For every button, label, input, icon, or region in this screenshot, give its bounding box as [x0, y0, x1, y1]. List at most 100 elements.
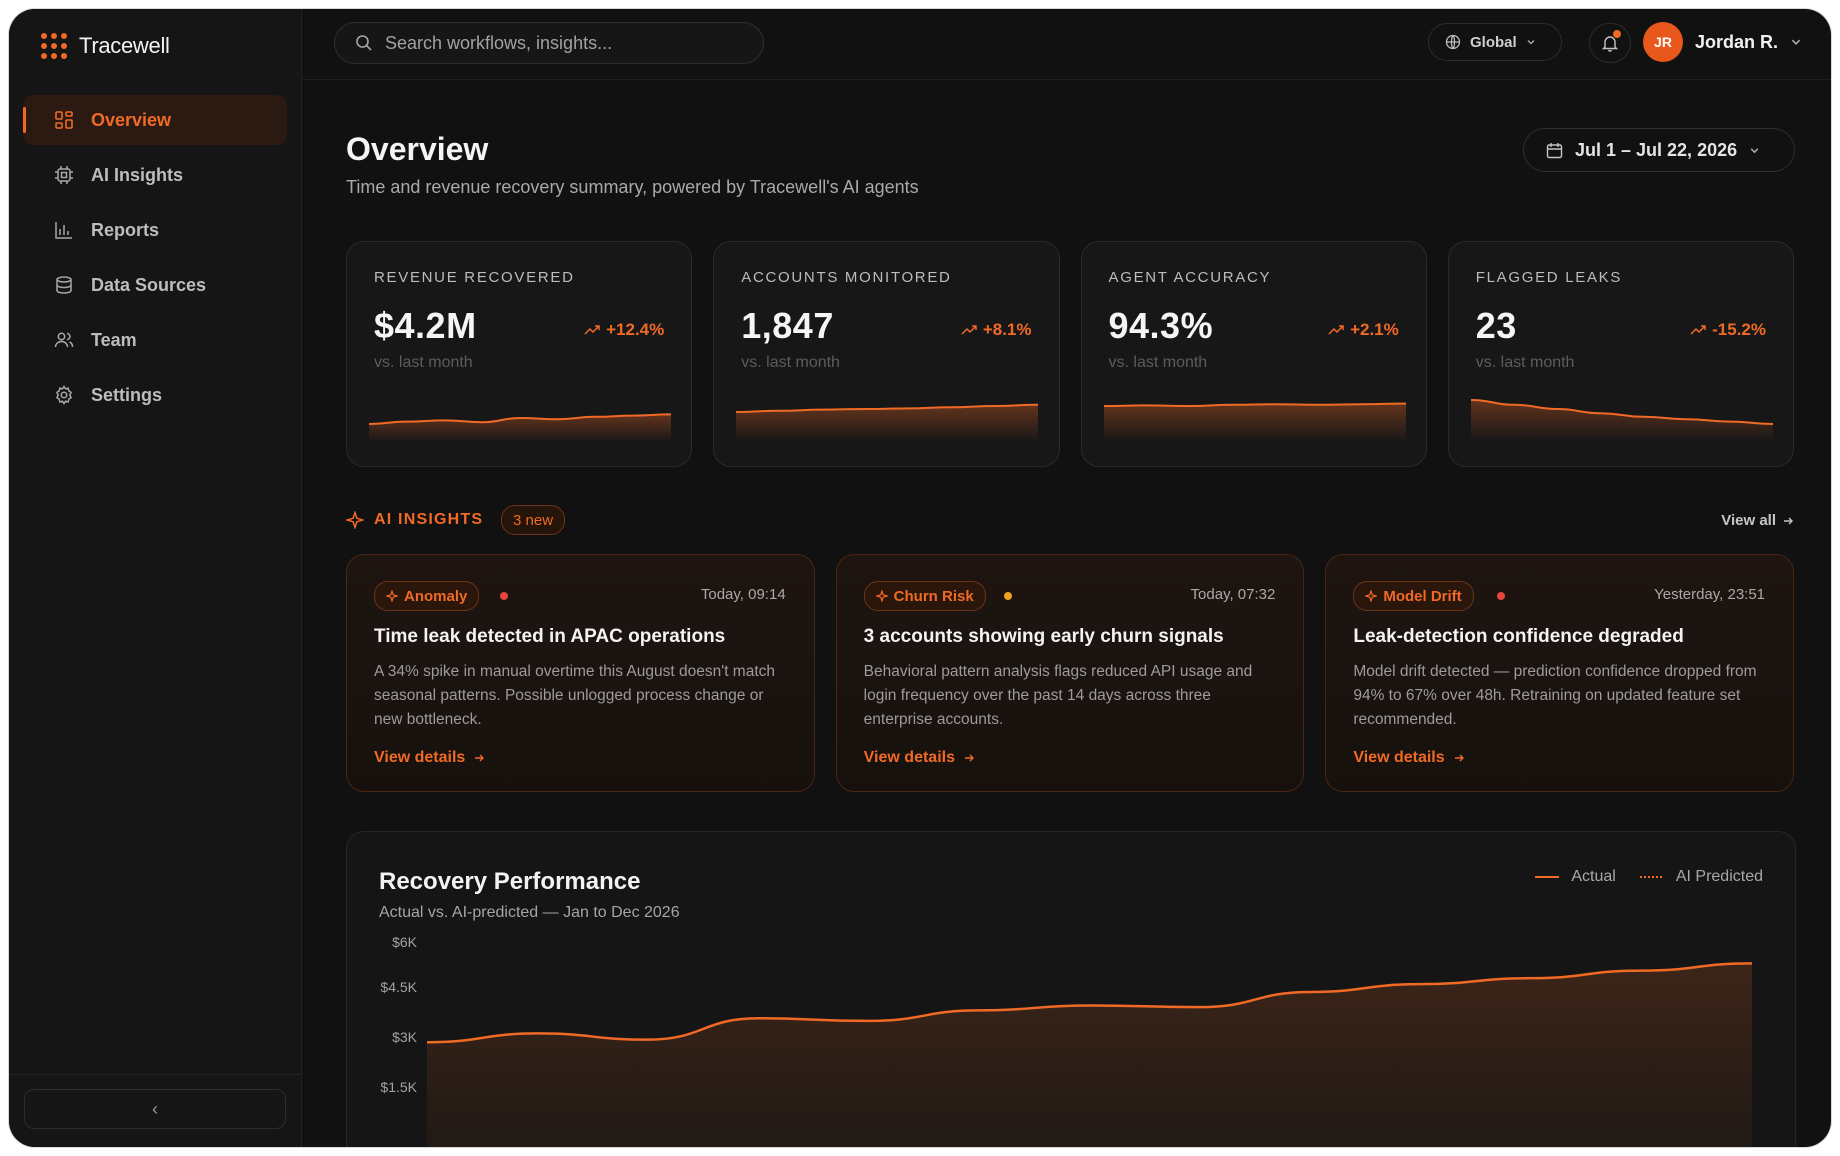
insight-timestamp: Yesterday, 23:51	[1654, 586, 1766, 603]
chevron-down-icon	[1791, 39, 1801, 45]
insight-title: Leak-detection confidence degraded	[1353, 626, 1684, 647]
kpi-comparison: vs. last month	[1108, 354, 1208, 371]
kpi-delta: -15.2%	[1690, 320, 1766, 340]
view-details-label: View details	[863, 749, 955, 766]
sidebar-item-reports[interactable]: Reports	[23, 205, 287, 255]
insight-card-anomaly[interactable]: Anomaly Today, 09:14 Time leak detected …	[346, 554, 815, 792]
sidebar-item-label: Overview	[91, 109, 172, 130]
sidebar-item-overview[interactable]: Overview	[23, 95, 287, 145]
sparkle-icon	[875, 590, 888, 602]
brand[interactable]: Tracewell	[39, 31, 170, 61]
kpi-value: 94.3%	[1108, 305, 1214, 346]
view-details-link[interactable]: View details	[1353, 749, 1464, 767]
trend-up-icon	[584, 325, 600, 335]
kpi-card-flagged-leaks[interactable]: FLAGGED LEAKS 23 -15.2% vs. last month	[1447, 241, 1794, 467]
insights-title: AI INSIGHTS	[346, 511, 483, 529]
globe-icon	[1445, 34, 1461, 50]
kpi-sparkline	[736, 403, 1039, 442]
date-range-picker[interactable]: Jul 1 – Jul 22, 2026	[1523, 128, 1795, 172]
sidebar-item-data-sources[interactable]: Data Sources	[23, 260, 287, 310]
arrow-right-icon	[1454, 754, 1464, 762]
insights-title-label: AI INSIGHTS	[374, 511, 484, 528]
kpi-sparkline	[1470, 399, 1773, 442]
sparkline-area	[736, 404, 1039, 442]
search-bar[interactable]	[334, 22, 764, 64]
insight-title: Time leak detected in APAC operations	[374, 626, 726, 647]
actual-series-line	[426, 962, 1753, 1044]
recovery-performance-panel: Recovery Performance Actual vs. AI-predi…	[346, 831, 1796, 1147]
sparkline-line	[736, 403, 1039, 413]
notification-dot	[1613, 30, 1621, 38]
ai-chip-icon	[53, 164, 75, 186]
kpi-comparison: vs. last month	[1475, 354, 1575, 371]
legend-ai-predicted[interactable]: AI Predicted	[1639, 868, 1763, 886]
new-count-badge: 3 new	[501, 505, 566, 535]
search-input[interactable]	[383, 31, 747, 55]
severity-dot	[500, 592, 508, 600]
y-tick-label: $4.5K	[380, 979, 417, 995]
kpi-label: REVENUE RECOVERED	[374, 269, 575, 286]
kpi-comparison: vs. last month	[741, 354, 840, 371]
notifications-button[interactable]	[1589, 23, 1631, 63]
kpi-delta-value: +12.4%	[606, 320, 665, 339]
insight-card-model-drift[interactable]: Model Drift Yesterday, 23:51 Leak-detect…	[1325, 554, 1795, 792]
insight-card-churn-risk[interactable]: Churn Risk Today, 07:32 3 accounts showi…	[835, 554, 1305, 792]
insight-body: Model drift detected — prediction confid…	[1353, 663, 1757, 728]
view-details-label: View details	[1353, 749, 1445, 766]
sparkline-area	[1470, 400, 1773, 442]
kpi-label: FLAGGED LEAKS	[1475, 269, 1623, 286]
sparkle-icon	[1365, 590, 1378, 602]
sparkle-icon	[346, 511, 364, 529]
y-tick-label: $6K	[392, 934, 418, 950]
insight-tag: Churn Risk	[863, 581, 986, 611]
kpi-value: $4.2M	[374, 305, 477, 346]
region-selector[interactable]: Global	[1428, 23, 1562, 61]
view-all-link[interactable]: View all	[1721, 512, 1794, 529]
insight-tag-label: Churn Risk	[893, 587, 974, 605]
sidebar-item-label: AI Insights	[91, 164, 184, 185]
y-tick-label: $1.5K	[380, 1079, 417, 1095]
grid-icon	[53, 109, 75, 131]
sparkline-line	[369, 413, 671, 425]
kpi-card-accounts-monitored[interactable]: ACCOUNTS MONITORED 1,847 +8.1% vs. last …	[713, 241, 1060, 467]
legend-label: AI Predicted	[1675, 868, 1763, 885]
collapse-sidebar-button[interactable]: ‹	[24, 1089, 286, 1129]
sidebar-item-ai-insights[interactable]: AI Insights	[23, 150, 287, 200]
sidebar: Tracewell Overview AI Insights Reports	[9, 9, 302, 1147]
recovery-line-chart: $6K $4.5K $3K $1.5K	[380, 934, 1753, 1147]
insight-timestamp: Today, 07:32	[1190, 586, 1276, 603]
users-icon	[53, 329, 75, 351]
kpi-card-revenue-recovered[interactable]: REVENUE RECOVERED $4.2M +12.4% vs. last …	[346, 241, 693, 467]
sidebar-item-team[interactable]: Team	[23, 315, 287, 365]
kpi-card-agent-accuracy[interactable]: AGENT ACCURACY 94.3% +2.1% vs. last mont…	[1080, 241, 1427, 467]
kpi-delta-value: +8.1%	[982, 320, 1032, 339]
insight-tag: Model Drift	[1353, 581, 1474, 611]
kpi-delta-value: +2.1%	[1350, 320, 1399, 339]
sidebar-item-label: Data Sources	[91, 274, 207, 295]
legend-actual[interactable]: Actual	[1535, 868, 1616, 886]
user-menu[interactable]: JR Jordan R.	[1643, 22, 1802, 62]
view-all-label: View all	[1721, 512, 1776, 529]
brand-name: Tracewell	[79, 33, 170, 58]
severity-dot	[1497, 592, 1506, 600]
sidebar-item-label: Settings	[91, 384, 163, 405]
logo-icon	[41, 33, 67, 59]
actual-area	[427, 963, 1752, 1147]
avatar: JR	[1643, 22, 1683, 62]
insight-body: A 34% spike in manual overtime this Augu…	[374, 663, 776, 728]
page-title: Overview	[346, 131, 489, 167]
legend-dashed-line	[1639, 876, 1664, 878]
insights-header: AI INSIGHTS 3 new View all	[346, 505, 1794, 535]
view-details-link[interactable]: View details	[374, 749, 485, 767]
kpi-label: ACCOUNTS MONITORED	[741, 269, 952, 286]
insight-body: Behavioral pattern analysis flags reduce…	[863, 663, 1253, 728]
sidebar-item-settings[interactable]: Settings	[23, 370, 287, 420]
kpi-row: REVENUE RECOVERED $4.2M +12.4% vs. last …	[346, 241, 1794, 467]
insight-timestamp: Today, 09:14	[700, 586, 786, 603]
chevron-down-icon	[1527, 40, 1535, 45]
view-details-link[interactable]: View details	[864, 749, 975, 767]
date-range-label: Jul 1 – Jul 22, 2026	[1575, 139, 1738, 160]
insight-tag-label: Model Drift	[1383, 587, 1462, 605]
kpi-delta: +2.1%	[1328, 320, 1399, 340]
kpi-sparkline	[1103, 402, 1406, 442]
